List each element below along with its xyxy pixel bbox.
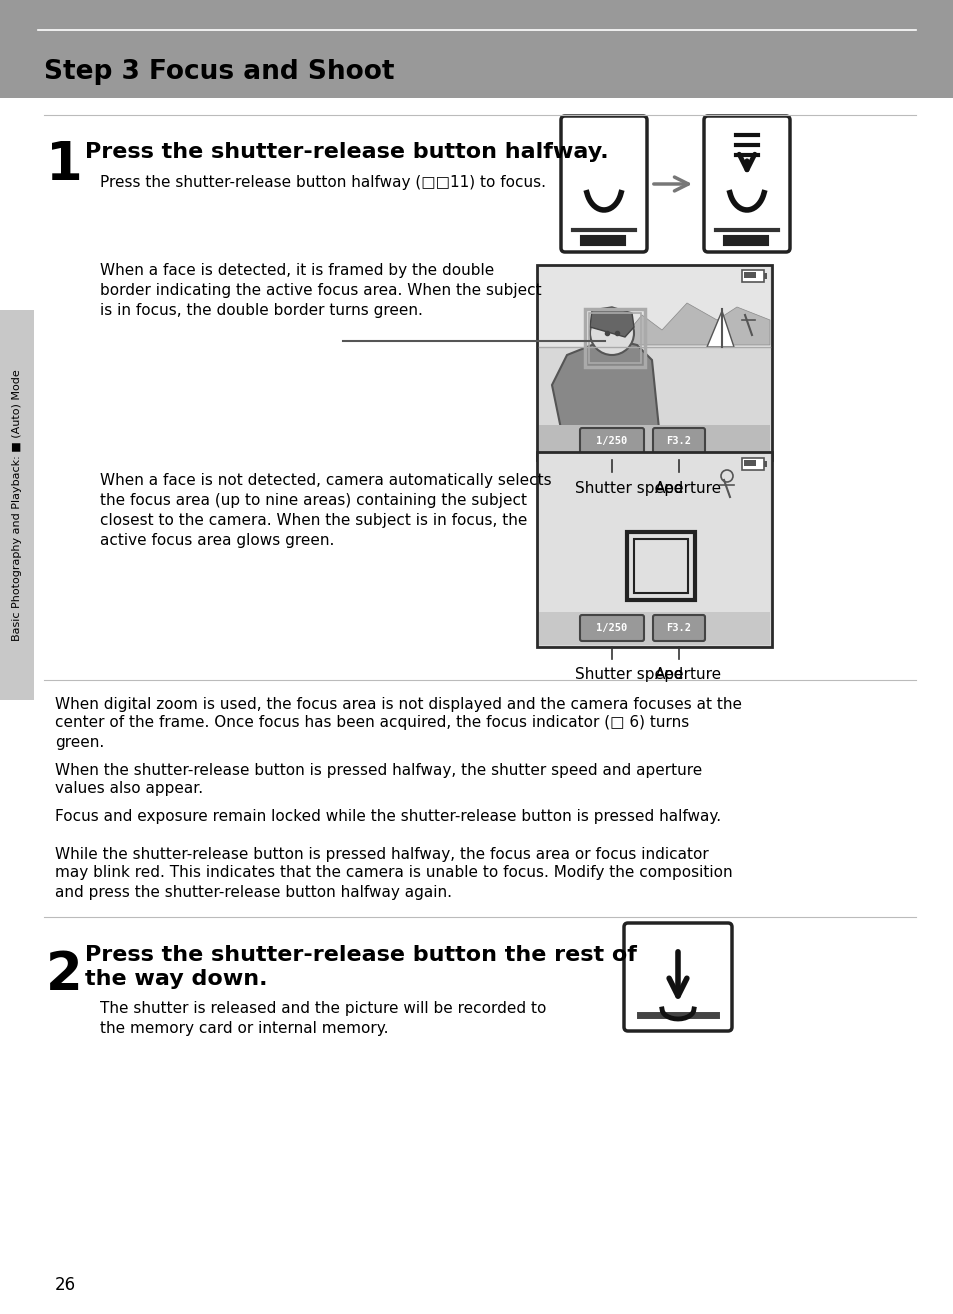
Bar: [741, 459, 763, 470]
Text: may blink red. This indicates that the camera is unable to focus. Modify the com: may blink red. This indicates that the c…: [55, 866, 732, 880]
FancyBboxPatch shape: [652, 428, 704, 455]
FancyBboxPatch shape: [623, 922, 731, 1031]
Bar: [588, 313, 640, 363]
Text: Focus and exposure remain locked while the shutter-release button is pressed hal: Focus and exposure remain locked while t…: [55, 809, 720, 824]
Bar: [741, 269, 763, 283]
Text: The shutter is released and the picture will be recorded to: The shutter is released and the picture …: [100, 1001, 546, 1017]
Text: F3.2: F3.2: [666, 623, 691, 633]
Text: center of the frame. Once focus has been acquired, the focus indicator (□ 6) tur: center of the frame. Once focus has been…: [55, 716, 688, 731]
FancyBboxPatch shape: [652, 615, 704, 641]
FancyBboxPatch shape: [579, 615, 643, 641]
Text: the focus area (up to nine areas) containing the subject: the focus area (up to nine areas) contai…: [100, 493, 526, 507]
Bar: [626, 532, 695, 600]
Text: closest to the camera. When the subject is in focus, the: closest to the camera. When the subject …: [100, 512, 527, 527]
Text: 26: 26: [55, 1276, 76, 1294]
Text: When the shutter-release button is pressed halfway, the shutter speed and apertu: When the shutter-release button is press…: [55, 762, 701, 778]
Polygon shape: [589, 307, 634, 336]
Polygon shape: [706, 311, 733, 347]
Text: and press the shutter-release button halfway again.: and press the shutter-release button hal…: [55, 884, 452, 900]
Text: Step 3 Focus and Shoot: Step 3 Focus and Shoot: [44, 59, 395, 85]
Text: Press the shutter-release button halfway.: Press the shutter-release button halfway…: [85, 142, 608, 162]
Text: the way down.: the way down.: [85, 968, 267, 989]
Text: border indicating the active focus area. When the subject: border indicating the active focus area.…: [100, 283, 541, 297]
Text: Press the shutter-release button the rest of: Press the shutter-release button the res…: [85, 945, 637, 964]
Bar: [0, 0, 953, 99]
Text: values also appear.: values also appear.: [55, 782, 203, 796]
Polygon shape: [552, 340, 661, 459]
Text: Press the shutter-release button halfway (□□11) to focus.: Press the shutter-release button halfway…: [100, 175, 545, 189]
Bar: [537, 452, 771, 646]
Text: F3.2: F3.2: [666, 436, 691, 445]
Bar: [538, 455, 769, 645]
Text: When digital zoom is used, the focus area is not displayed and the camera focuse: When digital zoom is used, the focus are…: [55, 696, 741, 711]
Text: 2: 2: [46, 949, 83, 1001]
Text: Basic Photography and Playback: ■ (Auto) Mode: Basic Photography and Playback: ■ (Auto)…: [12, 369, 22, 641]
Text: Aperture: Aperture: [655, 668, 721, 682]
FancyBboxPatch shape: [579, 428, 643, 455]
Bar: [538, 612, 769, 645]
Bar: [0, 310, 34, 700]
Text: green.: green.: [55, 735, 104, 749]
Text: 1/250: 1/250: [596, 436, 627, 445]
Circle shape: [589, 311, 634, 355]
Bar: [538, 424, 769, 459]
Bar: [763, 273, 766, 279]
Bar: [538, 267, 769, 347]
Text: When a face is detected, it is framed by the double: When a face is detected, it is framed by…: [100, 263, 494, 277]
Bar: [763, 461, 766, 466]
Text: 1/250: 1/250: [596, 623, 627, 633]
Bar: [743, 460, 755, 466]
Bar: [584, 309, 644, 367]
Text: the memory card or internal memory.: the memory card or internal memory.: [100, 1021, 388, 1037]
Text: active focus area glows green.: active focus area glows green.: [100, 532, 334, 548]
Text: 1: 1: [46, 139, 83, 191]
Text: is in focus, the double border turns green.: is in focus, the double border turns gre…: [100, 302, 422, 318]
Text: While the shutter-release button is pressed halfway, the focus area or focus ind: While the shutter-release button is pres…: [55, 846, 708, 862]
FancyBboxPatch shape: [703, 116, 789, 252]
Bar: [537, 265, 771, 460]
Text: Shutter speed: Shutter speed: [575, 481, 682, 495]
Bar: [743, 272, 755, 279]
FancyBboxPatch shape: [560, 116, 646, 252]
Text: When a face is not detected, camera automatically selects: When a face is not detected, camera auto…: [100, 473, 551, 487]
Polygon shape: [617, 304, 769, 346]
Text: Aperture: Aperture: [655, 481, 721, 495]
Bar: [634, 539, 687, 593]
Text: Shutter speed: Shutter speed: [575, 668, 682, 682]
